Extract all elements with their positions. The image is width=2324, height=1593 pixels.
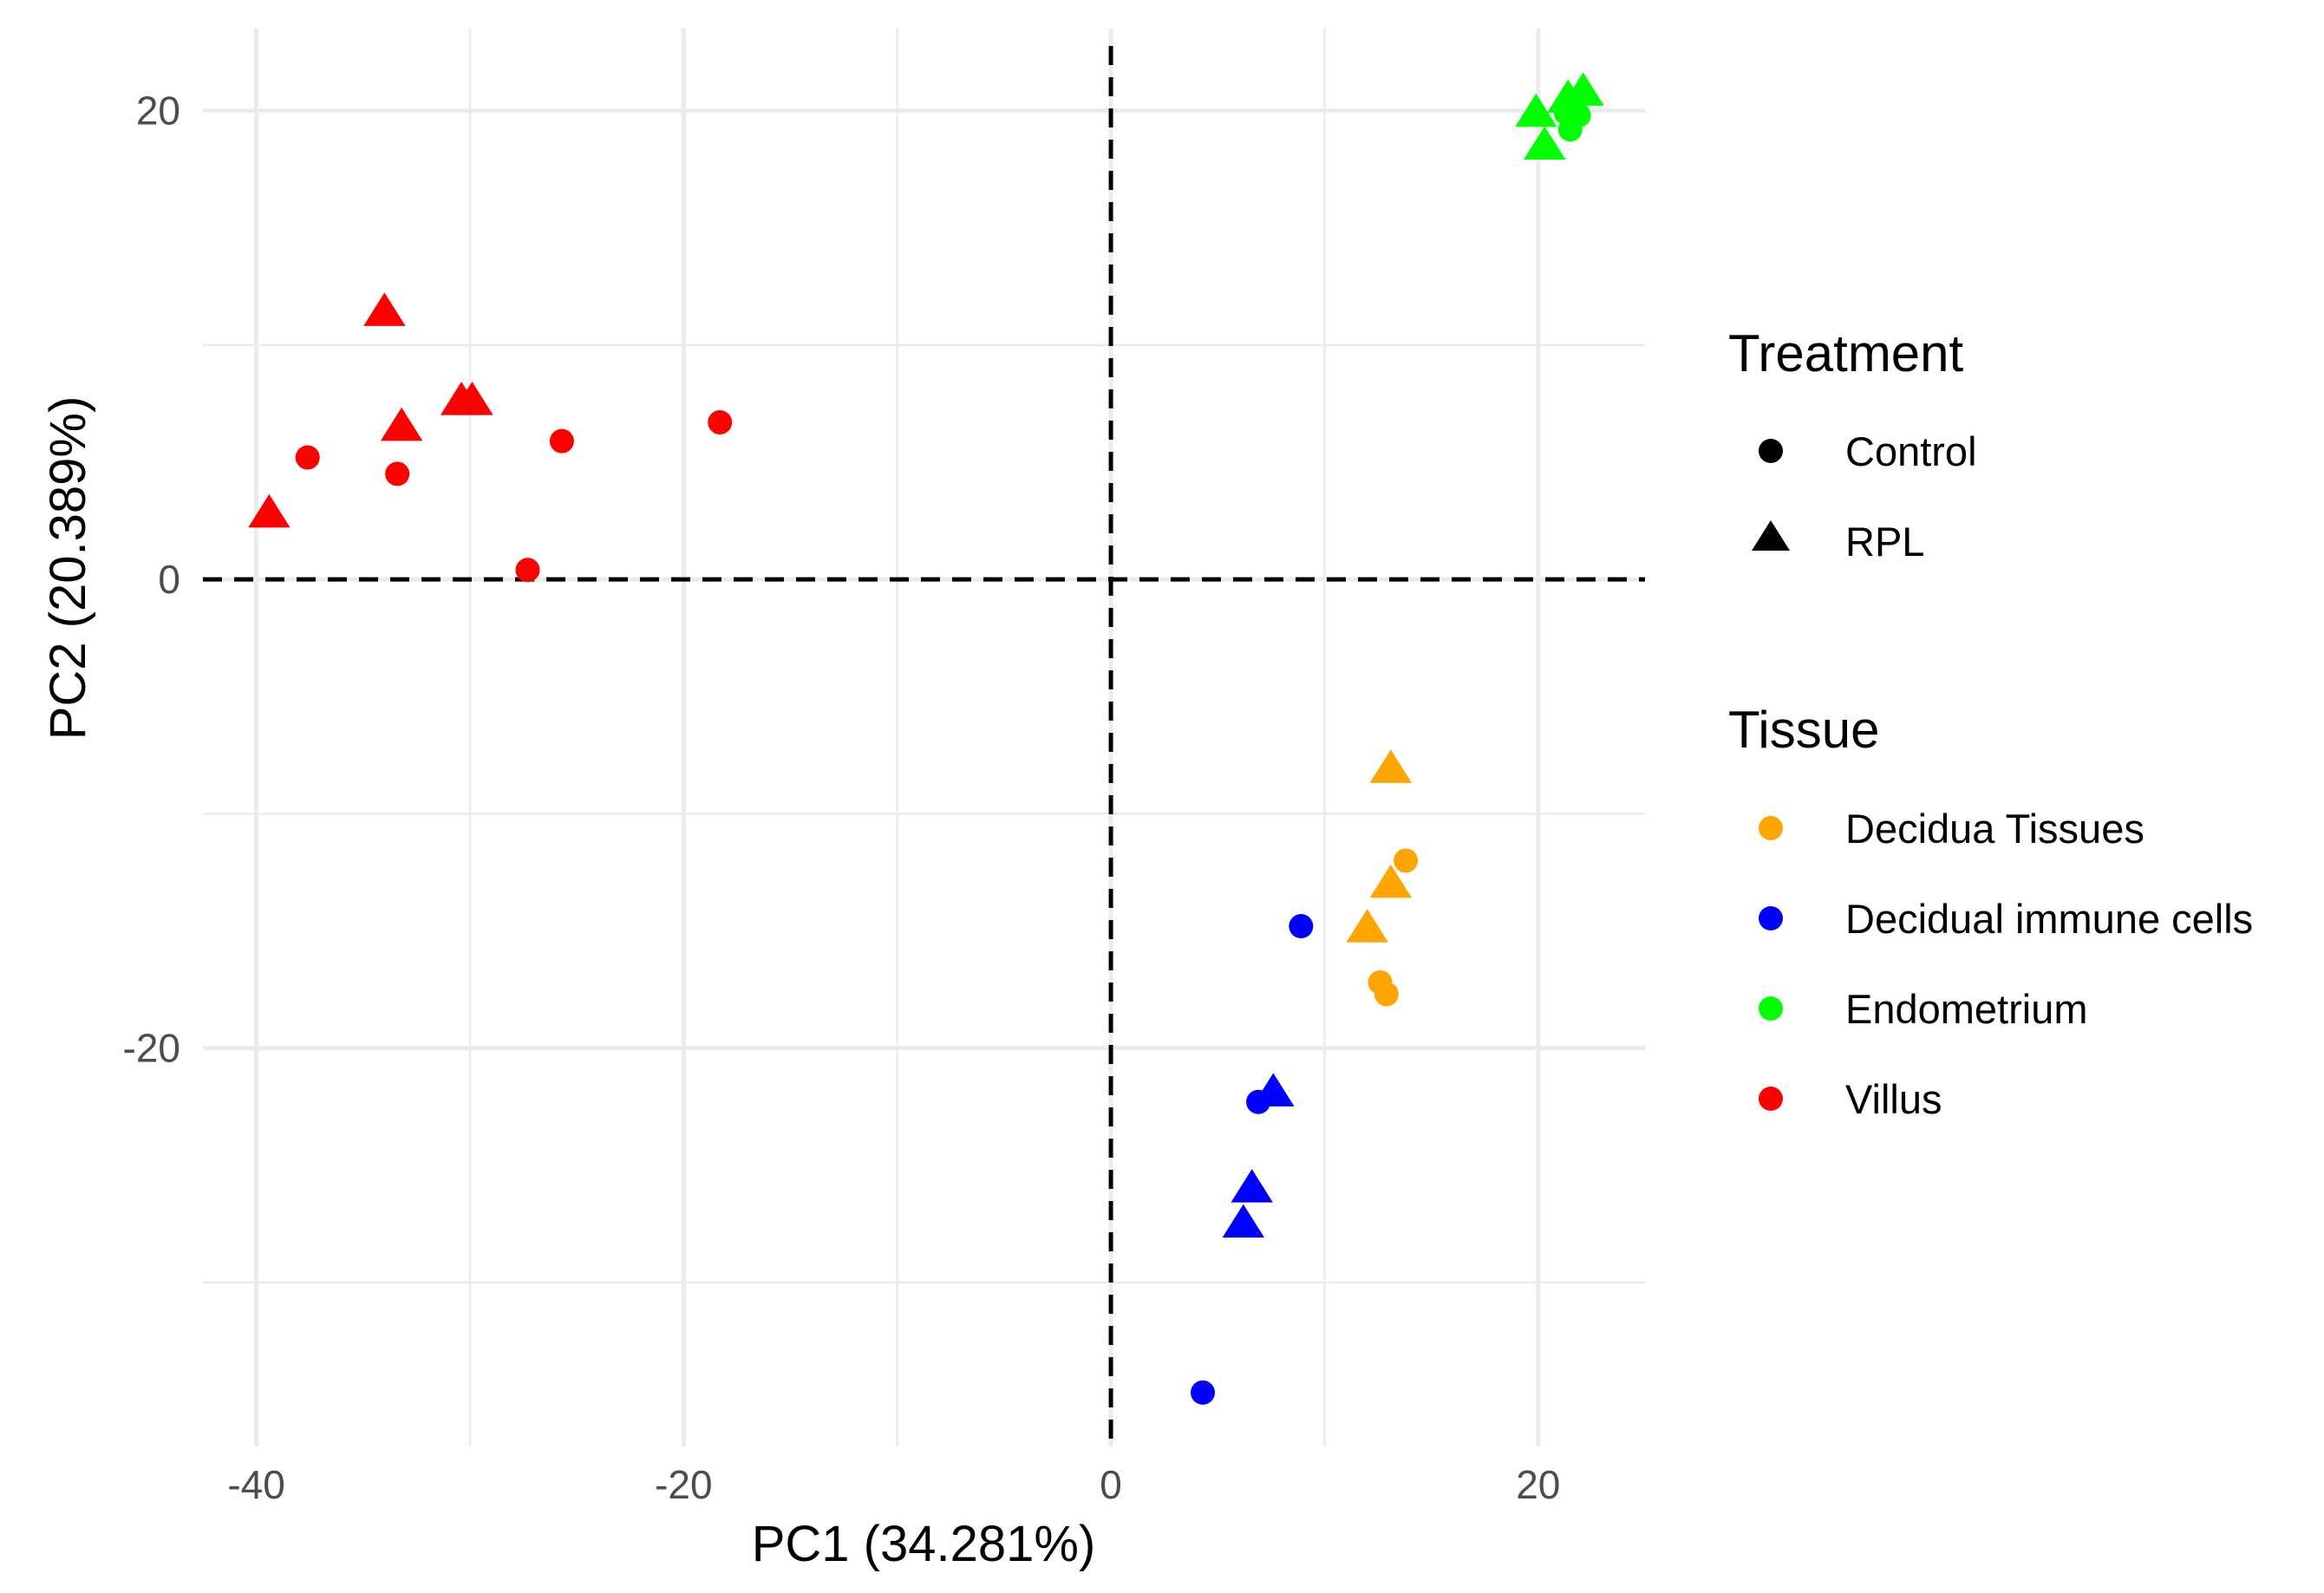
- point-villus-rpl: [440, 382, 483, 415]
- legend-key-rpl: [1752, 520, 1790, 551]
- reference-lines: [203, 46, 1645, 1446]
- point-decidua-tissues-control: [1374, 982, 1399, 1007]
- legend-label-rpl: RPL: [1845, 519, 1924, 565]
- point-villus-rpl: [248, 493, 290, 528]
- point-endometrium-rpl: [1515, 93, 1557, 127]
- point-villus-control: [295, 445, 320, 470]
- legend-label-endometrium: Endometrium: [1845, 986, 2088, 1032]
- point-decidua-tissues-rpl: [1369, 864, 1413, 898]
- legend-title-tissue: Tissue: [1728, 701, 1880, 759]
- legend-label-villus: Villus: [1845, 1076, 1942, 1122]
- y-tick-label: 0: [158, 557, 180, 602]
- y-tick-label: 20: [136, 88, 180, 134]
- x-axis-title: PC1 (34.281%): [752, 1516, 1096, 1572]
- point-villus-control: [515, 558, 540, 583]
- point-decidual-immune-cells-control: [1289, 914, 1314, 939]
- legend-label-decidual-immune-cells: Decidual immune cells: [1845, 896, 2253, 942]
- legend-key-endometrium: [1759, 996, 1783, 1021]
- point-endometrium-rpl: [1562, 72, 1604, 106]
- x-tick-label: 0: [1100, 1462, 1122, 1507]
- point-decidual-immune-cells-rpl: [1222, 1204, 1265, 1238]
- y-tick-label: -20: [123, 1026, 180, 1071]
- point-villus-control: [549, 428, 574, 454]
- legend-key-decidua-tissues: [1759, 816, 1783, 840]
- point-villus-rpl: [380, 407, 423, 441]
- grid-lines: [203, 29, 1645, 1446]
- point-endometrium-rpl: [1524, 126, 1566, 160]
- point-villus-control: [708, 410, 733, 435]
- point-decidua-tissues-control: [1394, 848, 1419, 873]
- legend-key-decidual-immune-cells: [1759, 906, 1783, 930]
- legend-label-decidua-tissues: Decidua Tissues: [1845, 806, 2144, 852]
- legend-key-control: [1759, 439, 1783, 463]
- point-decidual-immune-cells-control: [1191, 1380, 1216, 1405]
- point-decidual-immune-cells-control: [1246, 1089, 1271, 1114]
- x-tick-label: -20: [655, 1462, 712, 1507]
- x-axis-ticks: -40 -20 0 20: [227, 1462, 1560, 1507]
- legend: Treatment Control RPL Tissue Decidua Tissues…: [1728, 324, 2253, 1122]
- y-axis-ticks: -20 0 20: [123, 88, 180, 1071]
- legend-key-villus: [1759, 1087, 1783, 1111]
- x-tick-label: -40: [227, 1462, 284, 1507]
- point-villus-control: [385, 461, 410, 486]
- point-villus-rpl: [363, 292, 406, 326]
- legend-title-treatment: Treatment: [1728, 324, 1964, 382]
- point-endometrium-control: [1557, 117, 1583, 142]
- point-decidua-tissues-rpl: [1369, 749, 1413, 783]
- point-decidual-immune-cells-rpl: [1231, 1169, 1273, 1203]
- x-tick-label: 20: [1516, 1462, 1560, 1507]
- legend-label-control: Control: [1845, 428, 1977, 474]
- data-points: [248, 72, 1604, 1405]
- y-axis-title: PC2 (20.389%): [40, 396, 96, 741]
- point-decidua-tissues-rpl: [1346, 909, 1388, 943]
